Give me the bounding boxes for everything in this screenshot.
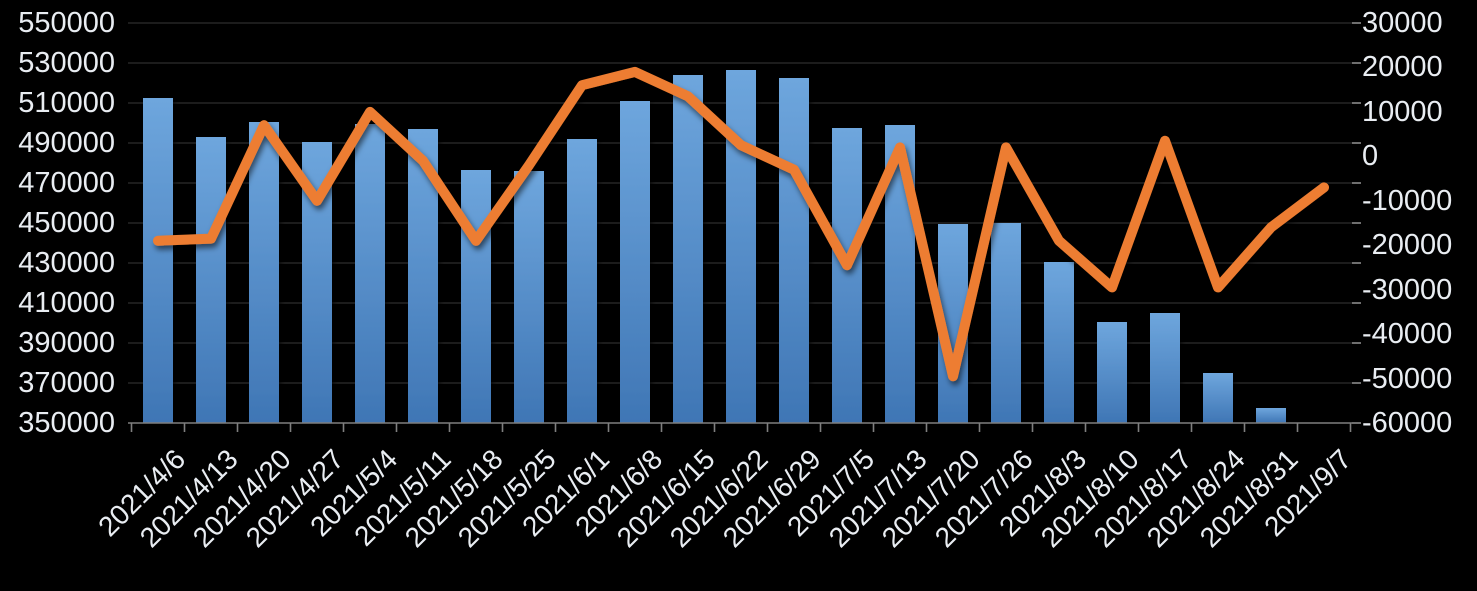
y-axis-left-label: 370000 <box>18 367 115 399</box>
bar-2021/6/1 <box>567 139 597 423</box>
x-axis <box>128 22 1361 432</box>
y-axis-left-label: 410000 <box>18 287 115 319</box>
bar-2021/6/29 <box>779 78 809 423</box>
bar-2021/6/15 <box>673 75 703 423</box>
y-axis-right-label: -30000 <box>1362 274 1453 306</box>
bar-2021/5/25 <box>514 171 544 423</box>
y-axis-left-label: 510000 <box>18 87 115 119</box>
bar-2021/5/18 <box>461 170 491 423</box>
y-axis-right-label: -10000 <box>1362 185 1453 217</box>
y-axis-left-label: 350000 <box>18 407 115 439</box>
bar-2021/6/22 <box>726 70 756 423</box>
y-axis-right-label: -40000 <box>1362 318 1453 350</box>
bar-2021/8/17 <box>1150 313 1180 423</box>
bar-series <box>143 70 1286 423</box>
y-axis-right-label: 30000 <box>1362 7 1443 39</box>
bar-2021/8/31 <box>1256 408 1286 423</box>
bar-2021/7/5 <box>832 128 862 423</box>
y-axis-left-label: 490000 <box>18 127 115 159</box>
y-axis-left-label: 430000 <box>18 247 115 279</box>
y-axis-left-label: 530000 <box>18 47 115 79</box>
y-axis-right-label: -50000 <box>1362 363 1453 395</box>
y-axis-right-label: -60000 <box>1362 407 1453 439</box>
y-axis-right-label: 0 <box>1362 140 1379 172</box>
bar-2021/5/4 <box>355 124 385 423</box>
bar-2021/8/3 <box>1044 262 1074 423</box>
line-series <box>153 66 1329 382</box>
y-axis-left-label: 470000 <box>18 167 115 199</box>
bar-2021/8/10 <box>1097 322 1127 423</box>
y-axis-left-label: 390000 <box>18 327 115 359</box>
line-series-group <box>153 66 1329 382</box>
y-axis-left-label: 550000 <box>18 7 115 39</box>
y-axis-right-label: 20000 <box>1362 51 1443 83</box>
bar-2021/4/20 <box>249 122 279 423</box>
y-axis-right-label: 10000 <box>1362 96 1443 128</box>
bar-2021/4/13 <box>196 137 226 423</box>
bar-2021/4/6 <box>143 98 173 423</box>
bar-2021/6/8 <box>620 101 650 423</box>
y-axis-left-label: 450000 <box>18 207 115 239</box>
bar-2021/8/24 <box>1203 373 1233 423</box>
y-axis-right-label: -20000 <box>1362 229 1453 261</box>
bar-2021/7/26 <box>991 223 1021 423</box>
